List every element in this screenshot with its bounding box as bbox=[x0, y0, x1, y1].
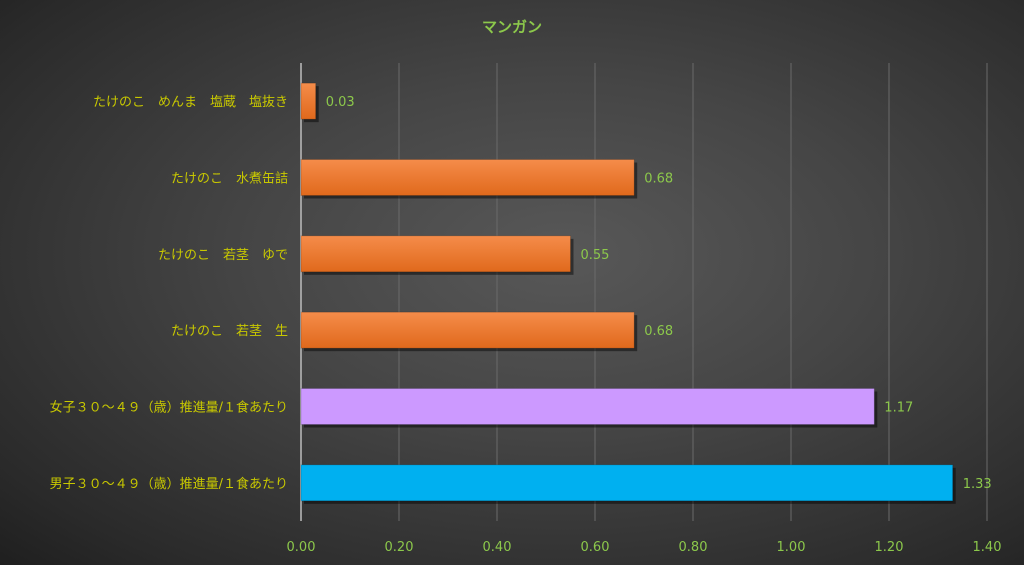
category-label: たけのこ 若茎 生 bbox=[171, 323, 288, 339]
bar bbox=[300, 388, 875, 425]
value-labels: 0.03 0.68 0.55 0.68 1.17 1.33 bbox=[326, 95, 992, 492]
gridlines bbox=[300, 63, 988, 521]
data-label: 1.33 bbox=[963, 477, 992, 492]
x-tick-label: 0.40 bbox=[483, 540, 512, 555]
data-label: 0.68 bbox=[644, 172, 673, 187]
bars bbox=[300, 82, 956, 504]
bar bbox=[300, 159, 635, 196]
bar bbox=[300, 311, 635, 349]
category-label: 男子３０～４９（歳）推進量/１食あたり bbox=[50, 476, 288, 492]
x-tick-label: 1.00 bbox=[777, 540, 806, 555]
data-label: 0.03 bbox=[326, 95, 355, 110]
data-label: 1.17 bbox=[884, 401, 913, 416]
category-label: たけのこ めんま 塩蔵 塩抜き bbox=[93, 94, 288, 110]
x-tick-label: 1.20 bbox=[875, 540, 904, 555]
x-tick-label: 1.40 bbox=[973, 540, 1002, 555]
x-tick-labels: 0.00 0.20 0.40 0.60 0.80 1.00 1.20 1.40 bbox=[287, 540, 1002, 555]
x-tick-label: 0.60 bbox=[581, 540, 610, 555]
category-label: 女子３０～４９（歳）推進量/１食あたり bbox=[50, 400, 288, 416]
bar bbox=[300, 464, 954, 502]
x-tick-label: 0.80 bbox=[679, 540, 708, 555]
data-label: 0.55 bbox=[581, 248, 610, 263]
bar bbox=[300, 82, 317, 120]
category-label: たけのこ 若茎 ゆで bbox=[158, 247, 288, 263]
data-label: 0.68 bbox=[644, 324, 673, 339]
bar bbox=[300, 235, 571, 273]
x-tick-label: 0.00 bbox=[287, 540, 316, 555]
category-label: たけのこ 水煮缶詰 bbox=[171, 171, 288, 187]
x-tick-label: 0.20 bbox=[385, 540, 414, 555]
chart-title: マンガン bbox=[482, 18, 542, 36]
